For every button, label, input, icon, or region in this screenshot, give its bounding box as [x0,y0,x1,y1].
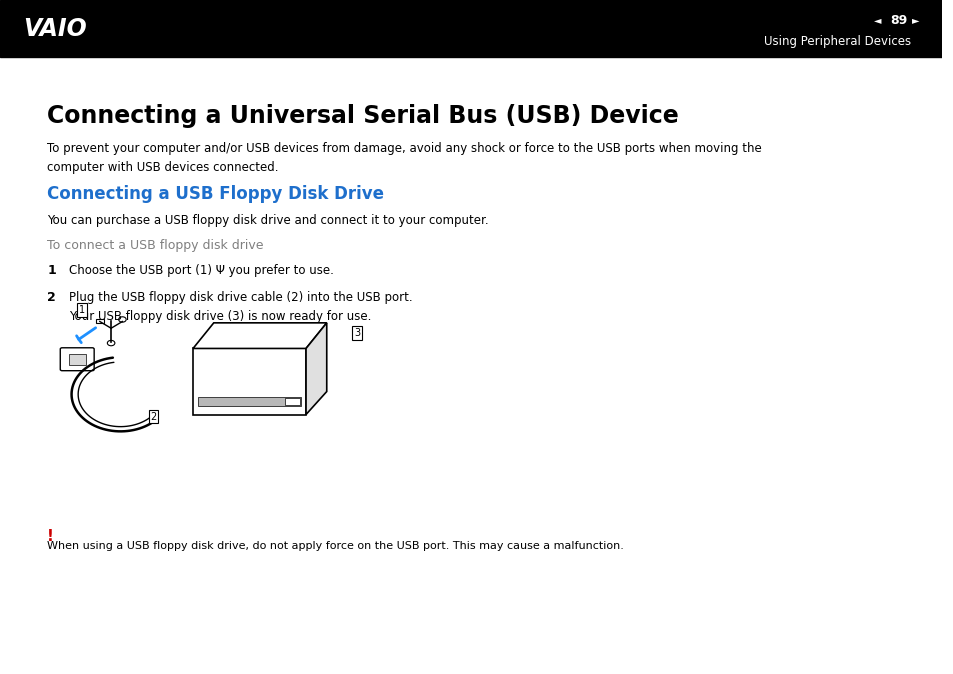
Bar [0,0,941,57]
Text: VAIO: VAIO [24,17,87,40]
Circle shape [118,317,126,322]
Text: ►: ► [910,15,918,25]
Text: Plug the USB floppy disk drive cable (2) into the USB port.: Plug the USB floppy disk drive cable (2)… [69,291,412,304]
Text: Using Peripheral Devices: Using Peripheral Devices [763,35,910,48]
Circle shape [108,340,114,346]
Text: You can purchase a USB floppy disk drive and connect it to your computer.: You can purchase a USB floppy disk drive… [47,214,488,227]
Text: To connect a USB floppy disk drive: To connect a USB floppy disk drive [47,239,263,252]
Text: 1: 1 [79,305,85,315]
Polygon shape [193,348,306,415]
Text: 2: 2 [151,412,156,421]
Text: !: ! [47,529,54,544]
Text: 2: 2 [47,291,56,304]
Text: When using a USB floppy disk drive, do not apply force on the USB port. This may: When using a USB floppy disk drive, do n… [47,541,623,551]
Text: Your USB floppy disk drive (3) is now ready for use.: Your USB floppy disk drive (3) is now re… [69,310,371,323]
Polygon shape [306,323,327,415]
Bar [197,397,301,406]
Text: 89: 89 [889,13,906,26]
FancyBboxPatch shape [60,348,94,371]
Text: Connecting a Universal Serial Bus (USB) Device: Connecting a Universal Serial Bus (USB) … [47,104,679,129]
Bar [96,319,104,323]
Text: Choose the USB port (1) Ψ you prefer to use.: Choose the USB port (1) Ψ you prefer to … [69,264,334,277]
Text: To prevent your computer and/or USB devices from damage, avoid any shock or forc: To prevent your computer and/or USB devi… [47,142,761,173]
Text: 3: 3 [354,328,359,338]
Polygon shape [193,323,327,348]
Text: ◄: ◄ [873,15,881,25]
Text: Connecting a USB Floppy Disk Drive: Connecting a USB Floppy Disk Drive [47,185,384,204]
Text: 1: 1 [47,264,56,277]
Bar [69,354,86,365]
Bar [285,398,300,405]
